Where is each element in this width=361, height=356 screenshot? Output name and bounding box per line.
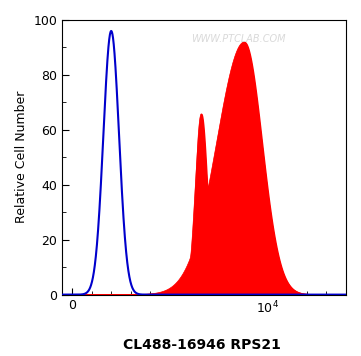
Y-axis label: Relative Cell Number: Relative Cell Number xyxy=(15,91,28,224)
Text: CL488-16946 RPS21: CL488-16946 RPS21 xyxy=(123,339,281,352)
Text: WWW.PTCLAB.COM: WWW.PTCLAB.COM xyxy=(191,34,286,44)
